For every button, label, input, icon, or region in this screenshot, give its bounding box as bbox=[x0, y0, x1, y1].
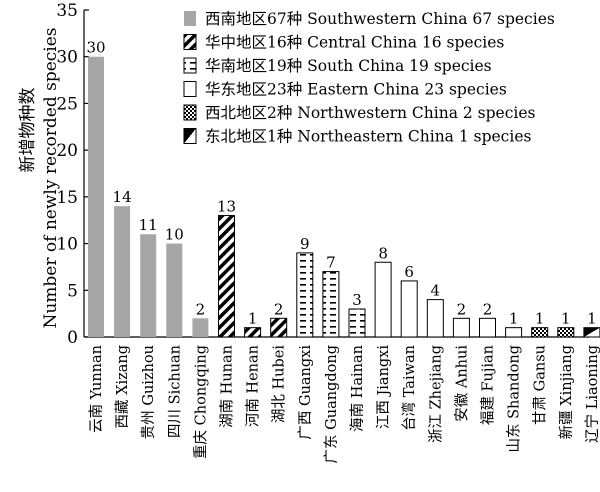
category-label: 海南 Hainan bbox=[349, 345, 366, 432]
category-label: 安徽 Anhui bbox=[453, 345, 470, 422]
legend-swatch bbox=[183, 81, 197, 97]
bar bbox=[505, 327, 523, 338]
data-label: 1 bbox=[587, 310, 597, 328]
bar bbox=[296, 252, 314, 338]
category-label: 重庆 Chongqing bbox=[192, 345, 209, 459]
bar bbox=[557, 327, 575, 338]
category-label: 贵州 Guizhou bbox=[140, 345, 157, 439]
legend-entry: 华东地区23种 Eastern China 23 species bbox=[205, 81, 507, 99]
category-label: 山东 Shandong bbox=[506, 345, 523, 453]
y-tick-label: 15 bbox=[56, 188, 78, 208]
legend-entry: 东北地区1种 Northeastern China 1 species bbox=[205, 128, 531, 146]
category-label: 浙江 Zhejiang bbox=[427, 345, 444, 443]
data-label: 2 bbox=[196, 300, 206, 318]
y-tick-label: 30 bbox=[56, 48, 78, 68]
data-label: 2 bbox=[483, 300, 493, 318]
data-label: 1 bbox=[248, 310, 258, 328]
legend-swatch bbox=[183, 57, 197, 74]
bar bbox=[452, 317, 470, 338]
category-label: 广东 Guangdong bbox=[323, 345, 340, 463]
y-tick-label: 0 bbox=[67, 328, 78, 348]
category-label: 湖北 Hubei bbox=[271, 345, 288, 423]
data-label: 4 bbox=[431, 282, 441, 300]
bar bbox=[140, 234, 157, 337]
y-tick-label: 20 bbox=[56, 141, 78, 161]
category-label: 河南 Henan bbox=[245, 345, 262, 427]
legend-swatch bbox=[184, 11, 196, 26]
bar bbox=[270, 317, 288, 338]
y-tick-label: 5 bbox=[67, 281, 78, 301]
bar bbox=[400, 280, 418, 338]
bar bbox=[374, 261, 392, 338]
bar bbox=[88, 56, 104, 337]
data-label: 1 bbox=[561, 310, 571, 328]
category-label: 辽宁 Liaoning bbox=[584, 345, 600, 443]
category-label: 广西 Guangxi bbox=[297, 345, 314, 440]
legend-swatch bbox=[183, 104, 197, 121]
bar bbox=[192, 318, 209, 337]
bar bbox=[322, 271, 340, 338]
legend-swatch bbox=[183, 128, 197, 144]
data-label: 1 bbox=[509, 310, 519, 328]
data-label: 7 bbox=[326, 254, 336, 272]
data-label: 11 bbox=[139, 216, 158, 234]
legend-entry: 西南地区67种 Southwestern China 67 species bbox=[205, 10, 555, 28]
legend-entry: 西北地区2种 Northwestern China 2 species bbox=[205, 104, 536, 122]
category-label: 新疆 Xinjiang bbox=[558, 345, 575, 439]
y-axis-title-chinese: 新增物种数 bbox=[18, 88, 38, 173]
data-label: 8 bbox=[378, 244, 388, 262]
data-label: 6 bbox=[404, 263, 414, 281]
y-tick-label: 25 bbox=[56, 94, 78, 114]
y-tick-label: 35 bbox=[56, 1, 78, 21]
bar bbox=[583, 327, 600, 338]
data-label: 3 bbox=[352, 291, 362, 309]
data-label: 9 bbox=[300, 235, 310, 253]
data-label: 1 bbox=[535, 310, 545, 328]
category-label: 四川 Sichuan bbox=[167, 345, 183, 438]
data-label: 10 bbox=[165, 226, 184, 244]
data-label: 2 bbox=[274, 300, 284, 318]
category-label: 西藏 Xizang bbox=[114, 345, 131, 428]
category-label: 台湾 Taiwan bbox=[401, 345, 418, 431]
data-label: 30 bbox=[86, 39, 105, 57]
y-tick-label: 10 bbox=[56, 235, 78, 255]
bar bbox=[166, 243, 183, 337]
legend-entry: 华中地区16种 Central China 16 species bbox=[205, 34, 504, 52]
bar bbox=[114, 206, 131, 337]
bar bbox=[348, 308, 366, 338]
category-label: 甘肃 Gansu bbox=[532, 345, 549, 425]
data-label: 2 bbox=[457, 300, 467, 318]
legend-swatch bbox=[183, 34, 197, 50]
y-axis-title-english: Number of newly recorded species bbox=[41, 27, 61, 328]
category-label: 江西 Jiangxi bbox=[375, 345, 392, 430]
data-label: 13 bbox=[217, 198, 236, 216]
legend-entry: 华南地区19种 South China 19 species bbox=[205, 57, 492, 75]
category-label: 云南 Yunnan bbox=[88, 345, 105, 433]
legend: 西南地区67种 Southwestern China 67 species 华中地… bbox=[183, 10, 555, 146]
bar bbox=[218, 215, 235, 338]
data-label: 14 bbox=[113, 188, 132, 206]
bar bbox=[244, 327, 262, 338]
category-label: 福建 Fujian bbox=[480, 345, 497, 425]
bar bbox=[531, 327, 549, 338]
category-label: 湖南 Hunan bbox=[219, 345, 236, 428]
bar bbox=[479, 317, 496, 338]
bar bbox=[426, 299, 444, 338]
